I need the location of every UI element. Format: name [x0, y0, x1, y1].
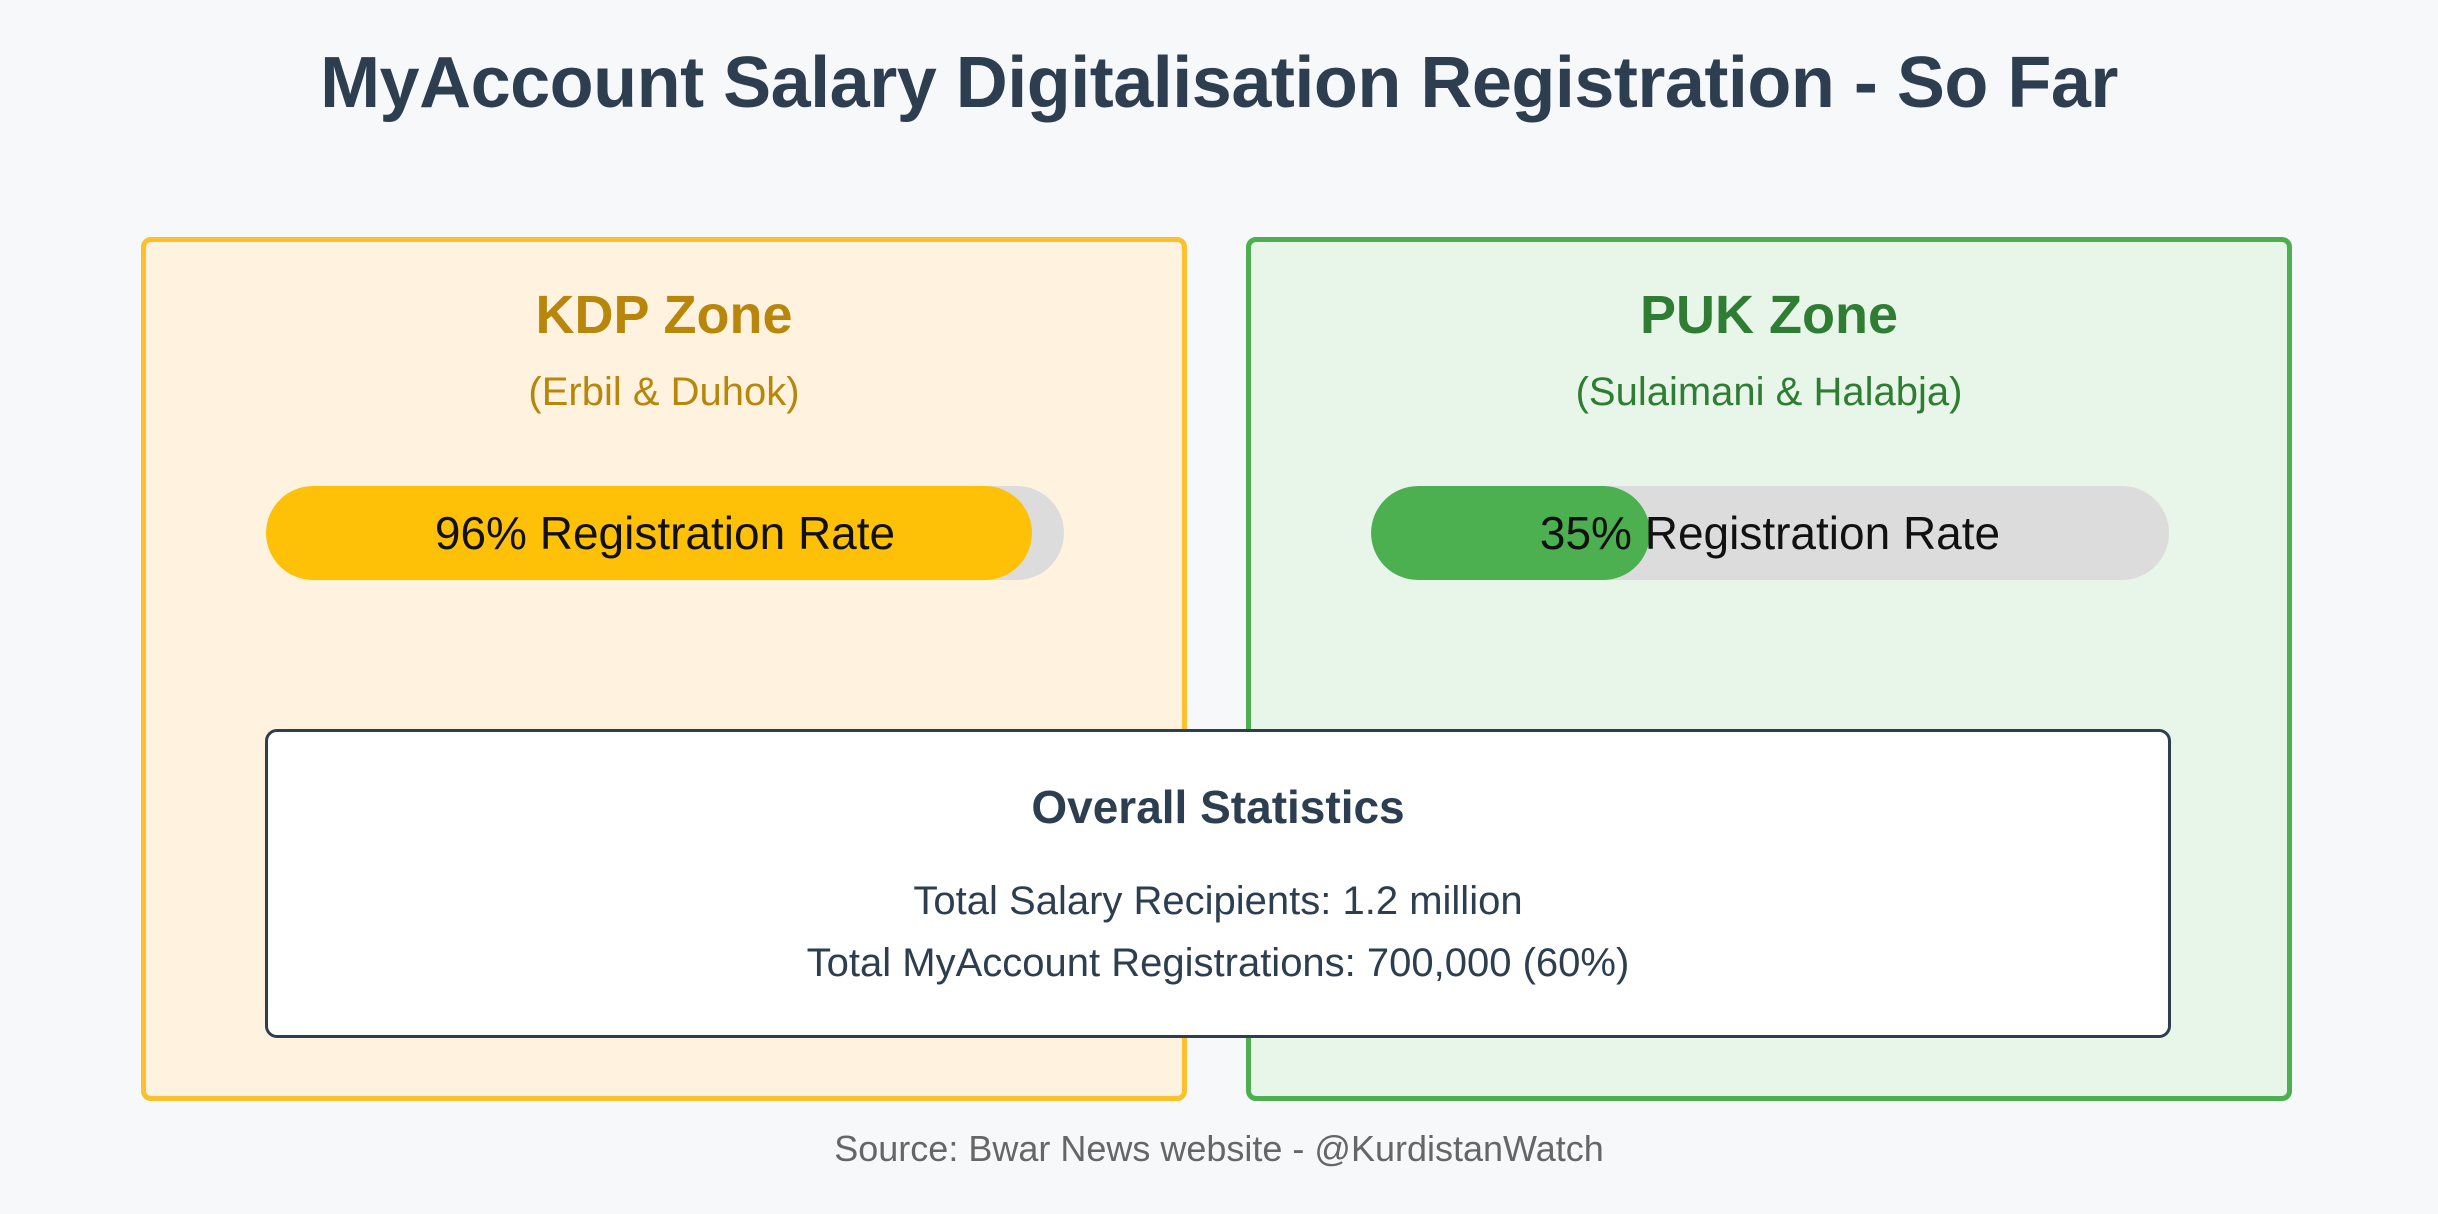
kdp-zone-title: KDP Zone [535, 285, 793, 345]
kdp-zone-subtitle: (Erbil & Duhok) [528, 370, 800, 414]
puk-progress-label: 35% Registration Rate [1539, 507, 2001, 559]
page-title: MyAccount Salary Digitalisation Registra… [320, 43, 2118, 123]
puk-zone-title: PUK Zone [1639, 285, 1898, 345]
overall-statistics-box: Overall Statistics Total Salary Recipien… [265, 729, 2171, 1038]
total-registrations-text: Total MyAccount Registrations: 700,000 (… [806, 941, 1630, 985]
puk-zone-subtitle: (Sulaimani & Halabja) [1575, 370, 1963, 414]
kdp-progress-fill [266, 486, 1033, 580]
kdp-progress-label: 96% Registration Rate [434, 507, 896, 559]
source-caption: Source: Bwar News website - @KurdistanWa… [834, 1128, 1604, 1169]
kdp-progress-bar: 96% Registration Rate [266, 486, 1064, 580]
puk-progress-fill [1371, 486, 1651, 580]
overall-statistics-title: Overall Statistics [1031, 781, 1405, 833]
puk-progress-bar: 35% Registration Rate [1371, 486, 2169, 580]
total-recipients-text: Total Salary Recipients: 1.2 million [913, 879, 1523, 923]
